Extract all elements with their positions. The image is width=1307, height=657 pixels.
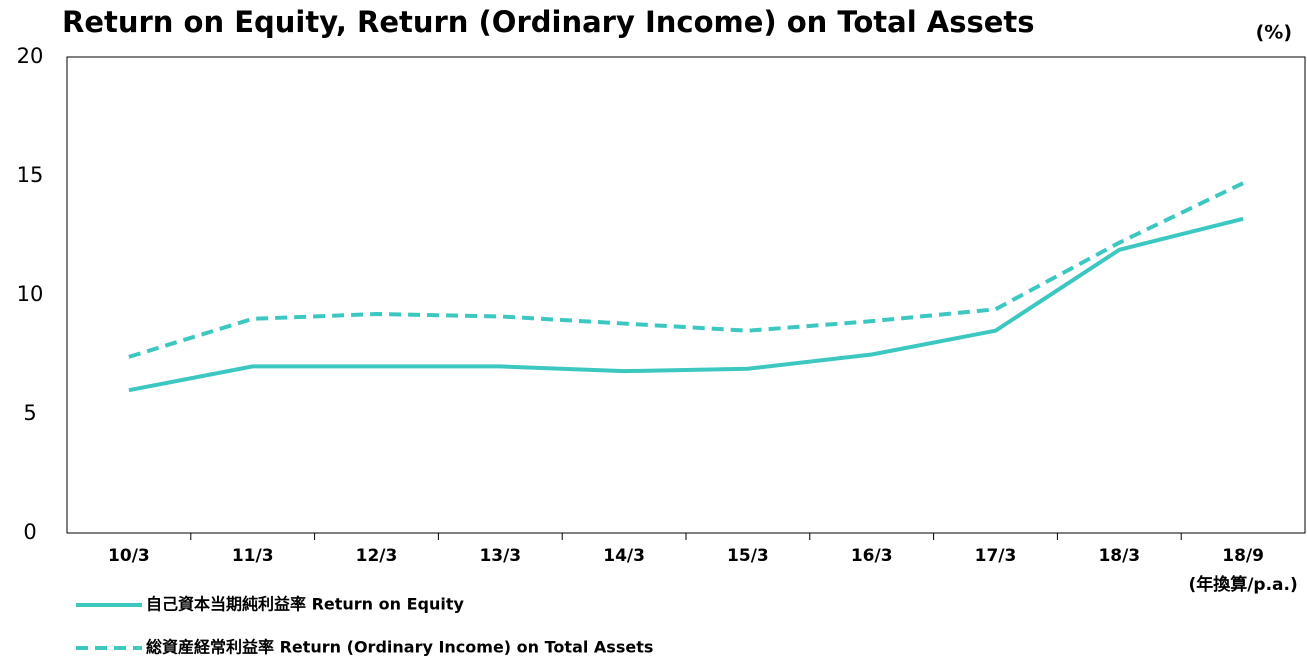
series-line <box>128 181 1244 359</box>
x-tick-label: 16/3 <box>851 546 893 566</box>
y-tick-label: 5 <box>23 401 36 425</box>
y-tick-label: 10 <box>17 282 44 306</box>
legend-label: 総資産経常利益率 Return (Ordinary Income) on Tot… <box>146 638 653 657</box>
chart-title: Return on Equity, Return (Ordinary Incom… <box>62 5 1035 39</box>
series-line <box>128 216 1244 393</box>
x-tick-label: 10/3 <box>108 546 150 566</box>
x-tick-label: 11/3 <box>232 546 274 566</box>
x-tick-label: 15/3 <box>727 546 769 566</box>
unit-label: (%) <box>1256 22 1292 44</box>
x-tick-label: 14/3 <box>603 546 645 566</box>
x-tick-label: 18/3 <box>1098 546 1140 566</box>
plot-frame <box>66 56 1306 534</box>
x-tick-label: 17/3 <box>975 546 1017 566</box>
y-tick-label: 20 <box>17 44 44 68</box>
y-tick-label: 15 <box>17 163 44 187</box>
legend-label: 自己資本当期純利益率 Return on Equity <box>146 595 464 614</box>
x-tick-label: 13/3 <box>479 546 521 566</box>
y-tick-label: 0 <box>23 520 36 544</box>
x-tick-label: 18/9 <box>1222 546 1264 566</box>
x-tick-note: (年換算/p.a.) <box>1188 574 1297 595</box>
x-tick-label: 12/3 <box>356 546 398 566</box>
